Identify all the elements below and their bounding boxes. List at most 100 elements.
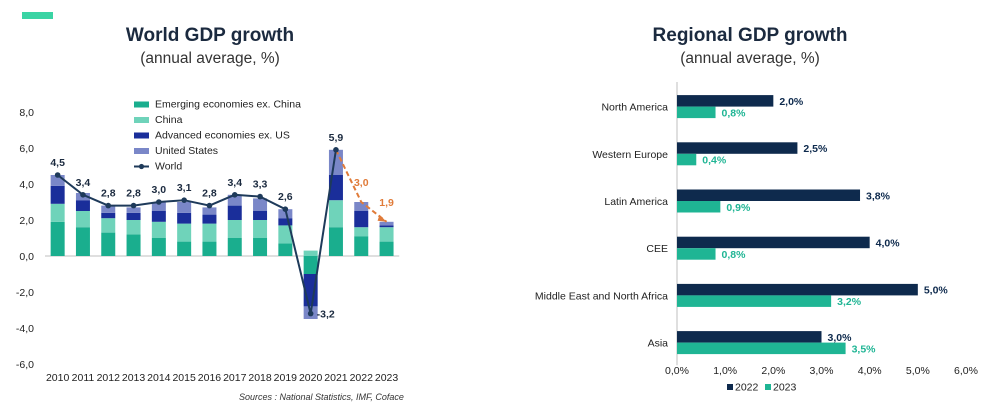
category-label: Asia — [648, 338, 669, 350]
bar-segment — [227, 238, 242, 256]
bar-segment — [101, 218, 116, 233]
bar-segment — [227, 205, 242, 220]
y-tick-label: 0,0 — [19, 251, 34, 263]
region-bar — [677, 331, 822, 343]
legend-label: United States — [155, 145, 218, 157]
bar-segment — [278, 243, 293, 256]
world-point — [282, 206, 289, 212]
world-value-label: 2,8 — [101, 188, 116, 200]
region-bar — [677, 342, 846, 355]
x-tick-label: 2023 — [375, 372, 399, 384]
bar-segment — [227, 194, 242, 206]
bar-segment — [151, 238, 166, 256]
x-tick-label: 2013 — [122, 372, 146, 384]
bar-segment — [50, 203, 65, 222]
bar-segment — [253, 198, 268, 211]
category-label: Latin America — [604, 196, 668, 208]
x-tick-label: 2010 — [46, 372, 70, 384]
bar-segment — [101, 212, 116, 219]
region-value-label: 5,0% — [924, 285, 949, 297]
world-point — [231, 192, 238, 198]
bar-segment — [278, 209, 293, 219]
regional-gdp-subtitle: (annual average, %) — [680, 50, 820, 67]
x-tick-label: 2017 — [223, 372, 247, 384]
bar-segment — [278, 218, 293, 226]
world-gdp-title-block: World GDP growth (annual average, %) — [60, 25, 360, 68]
x-tick-label: 6,0% — [954, 365, 978, 377]
x-tick-label: 2022 — [350, 372, 374, 384]
region-value-label: 0,8% — [722, 107, 747, 119]
y-tick-label: 6,0 — [19, 143, 34, 155]
legend-swatch — [134, 132, 149, 139]
category-label: Western Europe — [592, 149, 668, 161]
legend-swatch — [134, 101, 149, 108]
bar-segment — [303, 256, 318, 274]
region-bar — [677, 142, 798, 154]
bar-segment — [126, 234, 141, 256]
region-bar — [677, 283, 918, 296]
legend-label: 2023 — [773, 382, 797, 394]
x-tick-label: 2011 — [72, 372, 95, 384]
bar-segment — [101, 205, 116, 213]
world-value-label: 3,0 — [152, 184, 167, 196]
world-value-label: 3,1 — [177, 182, 192, 194]
bar-segment — [50, 175, 65, 186]
world-point — [156, 199, 162, 205]
bar-segment — [303, 250, 318, 256]
region-value-label: 3,8% — [866, 190, 891, 202]
world-point — [206, 202, 213, 209]
world-value-label: 2,8 — [126, 188, 141, 200]
category-label: Middle East and North Africa — [535, 290, 668, 302]
region-value-label: 2,5% — [803, 143, 828, 155]
accent-bar — [22, 12, 53, 19]
world-value-label: 3,4 — [76, 177, 91, 189]
x-tick-label: 2019 — [274, 372, 298, 384]
bar-segment — [379, 221, 394, 226]
legend-line-marker — [138, 163, 145, 170]
category-label: North America — [601, 102, 668, 114]
world-value-label: 4,5 — [50, 157, 65, 169]
x-tick-label: 3,0% — [810, 365, 834, 377]
bar-segment — [354, 202, 369, 211]
x-tick-label: 2,0% — [761, 365, 785, 377]
bar-segment — [50, 185, 65, 204]
x-tick-label: 0,0% — [665, 365, 689, 377]
bar-segment — [354, 211, 369, 228]
bar-segment — [278, 225, 293, 244]
x-tick-label: 1,0% — [713, 365, 737, 377]
world-value-label: 3,0 — [354, 177, 369, 189]
bar-segment — [328, 227, 343, 256]
bar-segment — [126, 207, 141, 213]
world-value-label: 5,9 — [329, 132, 344, 144]
world-point — [130, 202, 137, 209]
y-tick-label: -6,0 — [16, 359, 34, 371]
bar-segment — [379, 225, 394, 228]
bar-segment — [202, 214, 217, 224]
bar-segment — [379, 241, 394, 256]
x-tick-label: 2015 — [172, 372, 196, 384]
y-tick-label: 8,0 — [19, 107, 34, 119]
y-tick-label: 2,0 — [19, 215, 34, 227]
x-tick-label: 2018 — [248, 372, 272, 384]
legend-label: Emerging economies ex. China — [155, 99, 301, 111]
regional-gdp-title: Regional GDP growth — [652, 25, 848, 46]
region-value-label: 4,0% — [876, 237, 901, 249]
region-bar — [677, 248, 716, 260]
world-point — [181, 197, 187, 203]
forecast-arrowhead — [377, 214, 387, 222]
regional-gdp-chart: North America 2,0% 0,8% Western Europe 2,5% 0… — [535, 82, 978, 394]
bar-segment — [202, 207, 217, 215]
world-point — [333, 147, 339, 153]
x-tick-label: 2012 — [97, 372, 121, 384]
region-value-label: 0,4% — [702, 155, 727, 167]
legend-swatch — [134, 148, 149, 154]
region-value-label: 3,2% — [837, 296, 862, 308]
region-value-label: 0,8% — [722, 249, 747, 261]
x-tick-label: 2014 — [147, 372, 171, 384]
bar-segment — [354, 227, 369, 237]
region-value-label: 3,0% — [828, 332, 853, 344]
region-bar — [677, 295, 832, 307]
legend-swatch — [727, 384, 733, 390]
world-value-label: -3,2 — [317, 309, 335, 321]
bar-segment — [126, 212, 141, 220]
